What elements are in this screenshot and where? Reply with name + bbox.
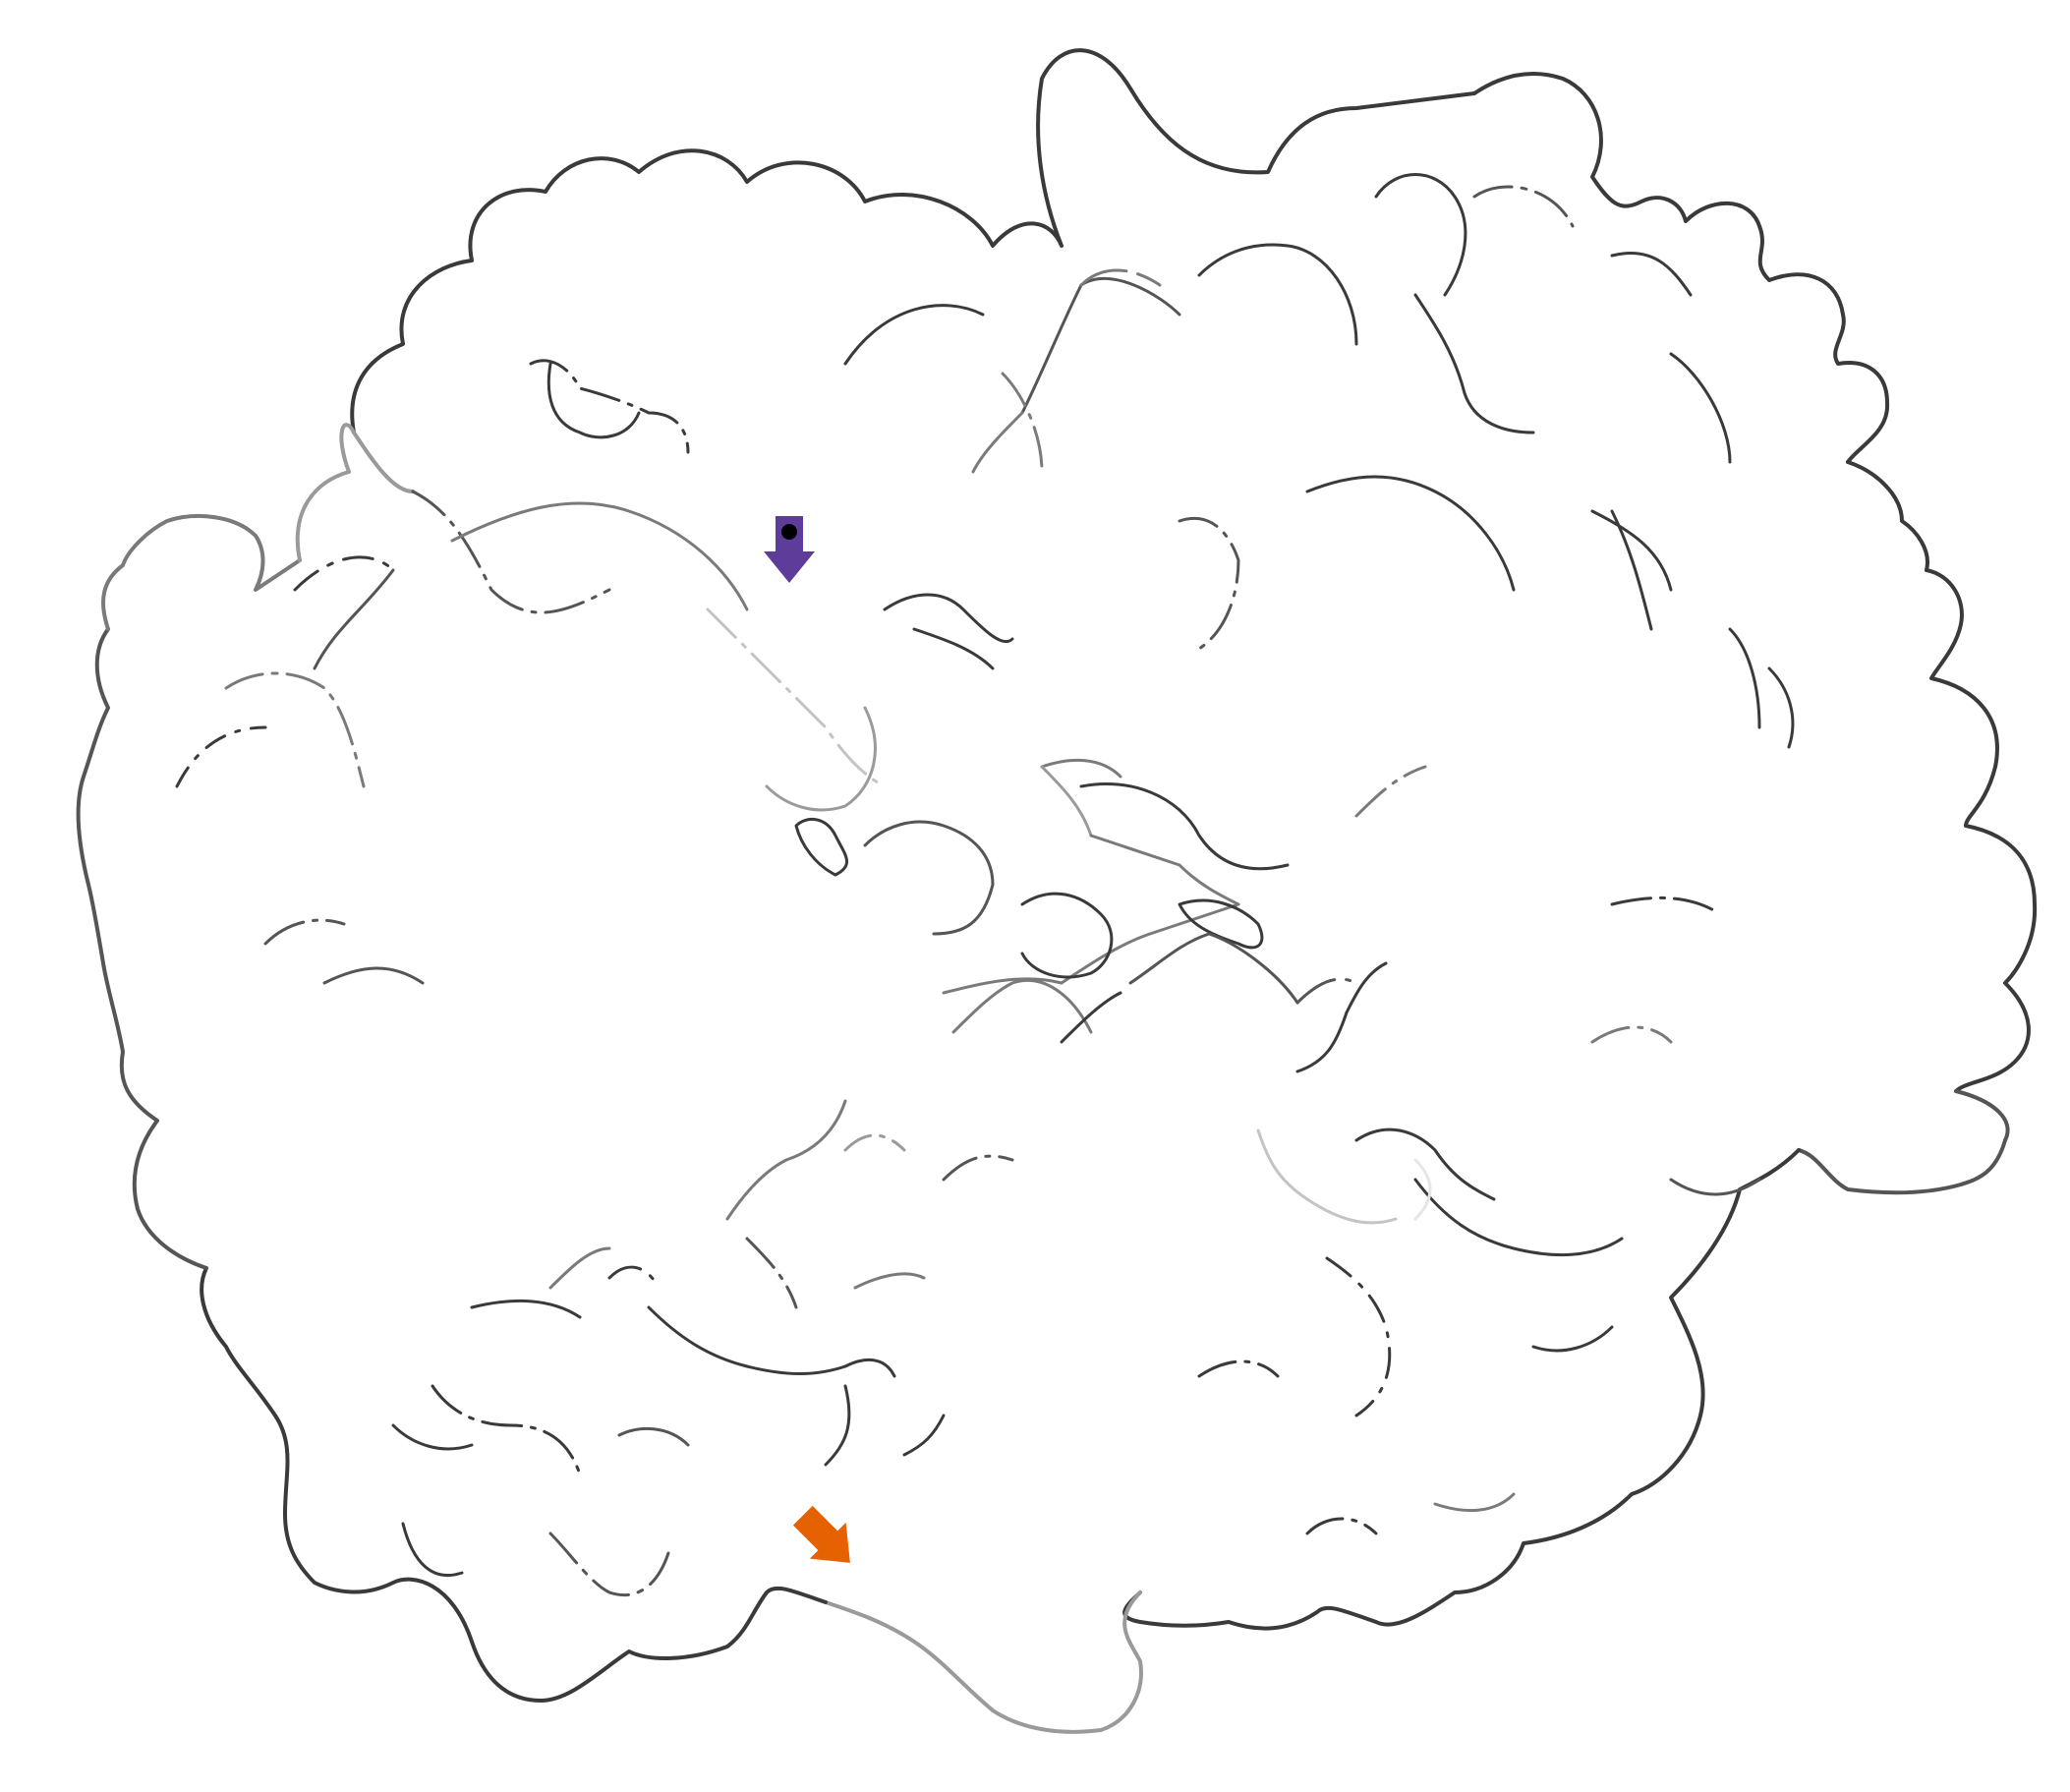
inner-contour — [1472, 185, 1575, 228]
inner-contour — [548, 1532, 670, 1597]
inner-contour — [1413, 1178, 1624, 1256]
inner-contour — [322, 966, 425, 985]
inner-contour — [765, 706, 877, 812]
inner-contour — [411, 490, 611, 614]
inner-contour — [470, 1300, 582, 1319]
inner-contour — [745, 1237, 798, 1309]
inner-contour — [1089, 834, 1240, 906]
inner-contour — [293, 555, 395, 592]
inner-contour — [1295, 977, 1358, 1005]
inner-contour — [617, 1426, 690, 1447]
down-arrow-icon — [764, 516, 815, 583]
inner-contour — [706, 607, 887, 788]
outline-bottom-left — [200, 1266, 828, 1703]
inner-contour — [883, 593, 1014, 644]
marker-layer — [764, 516, 850, 1563]
inner-contour — [1354, 765, 1427, 818]
inner-contour — [313, 568, 395, 670]
outline-right-side — [1846, 460, 2038, 1093]
inner-contour — [1079, 781, 1290, 871]
inner-contour — [1325, 1256, 1392, 1417]
orange-arrow-marker — [792, 1505, 850, 1563]
inner-contour — [647, 1305, 847, 1375]
inner-contour — [843, 1358, 896, 1378]
inner-contour — [1413, 293, 1535, 434]
inner-contour — [843, 1133, 906, 1152]
inner-contour — [1020, 276, 1181, 415]
inner-contour — [1178, 898, 1264, 950]
inner-contour — [1413, 1158, 1432, 1221]
down-right-arrow-icon — [792, 1505, 850, 1563]
inner-contour — [529, 359, 690, 454]
inner-contour-group — [175, 173, 1795, 1597]
inner-contour — [1305, 475, 1516, 592]
inner-contour — [1256, 1128, 1398, 1225]
inner-contour — [951, 978, 1093, 1034]
inner-contour — [1767, 666, 1795, 749]
inner-contour — [548, 1246, 611, 1290]
marker-dot — [781, 524, 797, 540]
inner-contour — [391, 1423, 474, 1451]
inner-contour — [450, 501, 749, 611]
outline-top-right-lobes — [1472, 72, 1890, 464]
inner-contour — [607, 1265, 661, 1290]
inner-contour — [942, 1154, 1014, 1182]
inner-contour — [1001, 372, 1044, 474]
inner-contour — [1040, 765, 1093, 838]
outline-left-upper — [101, 514, 302, 631]
outline-left-notch — [295, 423, 415, 562]
inner-contour — [1079, 268, 1162, 287]
inner-contour — [824, 1384, 851, 1467]
inner-contour — [902, 1414, 946, 1457]
inner-contour — [1531, 1325, 1614, 1353]
inner-contour — [1060, 991, 1122, 1044]
outer-outline-group — [76, 48, 2038, 1734]
inner-contour — [863, 820, 995, 936]
inner-contour — [1590, 1025, 1673, 1044]
inner-contour — [1610, 509, 1653, 631]
inner-contour — [1590, 509, 1673, 592]
inner-contour — [263, 918, 346, 946]
inner-contour — [1374, 173, 1467, 297]
inner-contour — [1610, 251, 1693, 297]
inner-contour — [1197, 243, 1358, 346]
inner-contour — [1178, 516, 1240, 651]
inner-contour — [942, 902, 1240, 995]
inner-contour — [1305, 1517, 1378, 1535]
inner-contour — [1669, 352, 1732, 464]
inner-contour — [1728, 627, 1761, 729]
inner-contour — [794, 817, 848, 877]
inner-contour — [1610, 896, 1722, 916]
inner-contour — [1354, 1127, 1496, 1201]
inner-contour — [1040, 758, 1122, 779]
inner-contour — [912, 627, 995, 670]
inner-contour — [1128, 932, 1299, 1005]
inner-contour — [1197, 1359, 1280, 1378]
purple-arrow-marker — [764, 516, 815, 583]
inner-contour — [1295, 1011, 1349, 1073]
outline-bottom-lobe — [824, 1590, 1143, 1734]
inner-contour — [1669, 1178, 1761, 1196]
inner-contour — [725, 1099, 847, 1221]
outline-right-bulge — [1797, 1089, 2010, 1195]
inner-contour — [175, 725, 267, 788]
inner-contour — [1433, 1492, 1516, 1513]
inner-contour — [546, 362, 641, 439]
inner-contour — [971, 411, 1024, 474]
inner-contour — [1345, 961, 1388, 1014]
outline-top-left-lobes — [350, 48, 1476, 434]
outline-bottom-right — [1122, 1148, 1801, 1631]
outline-left-side — [76, 627, 208, 1270]
inner-contour — [224, 671, 366, 788]
inner-contour — [401, 1522, 464, 1578]
inner-contour — [843, 304, 985, 366]
inner-contour — [853, 1272, 926, 1290]
inner-contour — [1020, 892, 1114, 979]
inner-contour — [431, 1384, 582, 1476]
